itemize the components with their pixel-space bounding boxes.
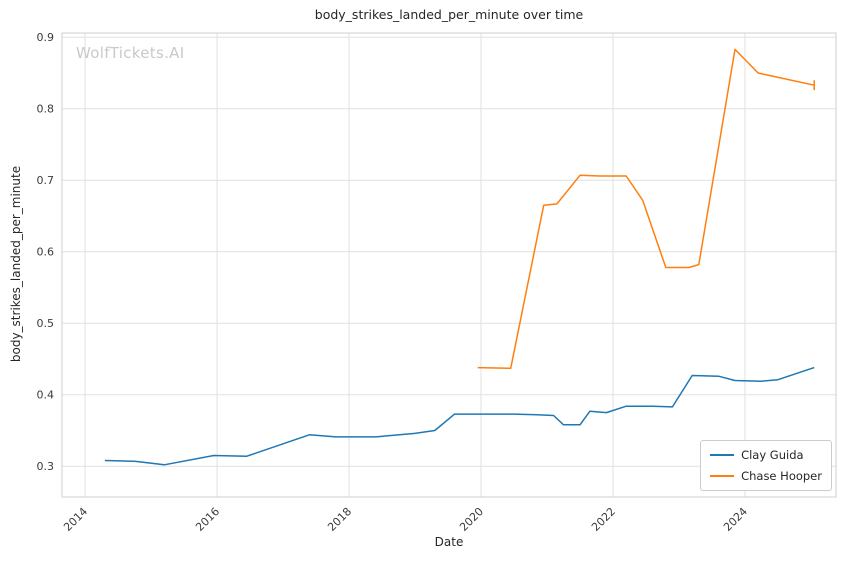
legend-item: Chase Hooper [710, 469, 822, 483]
x-tick-label: 2018 [325, 505, 354, 534]
x-tick-label: 2016 [193, 505, 222, 534]
watermark: WolfTickets.AI [76, 44, 185, 62]
legend-item: Clay Guida [710, 448, 822, 462]
legend-line-swatch [710, 475, 735, 477]
y-tick-label: 0.7 [37, 174, 55, 187]
y-tick-label: 0.5 [37, 317, 55, 330]
chart-title: body_strikes_landed_per_minute over time [314, 7, 584, 22]
y-axis-label: body_strikes_landed_per_minute [9, 165, 23, 363]
y-tick-label: 0.8 [37, 102, 55, 115]
legend-label: Chase Hooper [741, 469, 822, 483]
y-tick-label: 0.6 [37, 245, 55, 258]
legend-label: Clay Guida [741, 448, 804, 462]
y-tick-label: 0.3 [37, 460, 55, 473]
x-tick-label: 2020 [457, 505, 486, 534]
x-axis-label: Date [434, 535, 464, 549]
series-line-chase-hooper [477, 48, 815, 370]
y-tick-label: 0.4 [37, 388, 55, 401]
plot-border [61, 32, 837, 498]
x-tick-label: 2014 [61, 505, 90, 534]
y-tick-label: 0.9 [37, 31, 55, 44]
x-tick-label: 2024 [721, 505, 750, 534]
series-line-clay-guida [104, 366, 815, 466]
x-tick-label: 2022 [589, 505, 618, 534]
legend: Clay Guida Chase Hooper [700, 440, 832, 491]
legend-line-swatch [710, 454, 735, 456]
